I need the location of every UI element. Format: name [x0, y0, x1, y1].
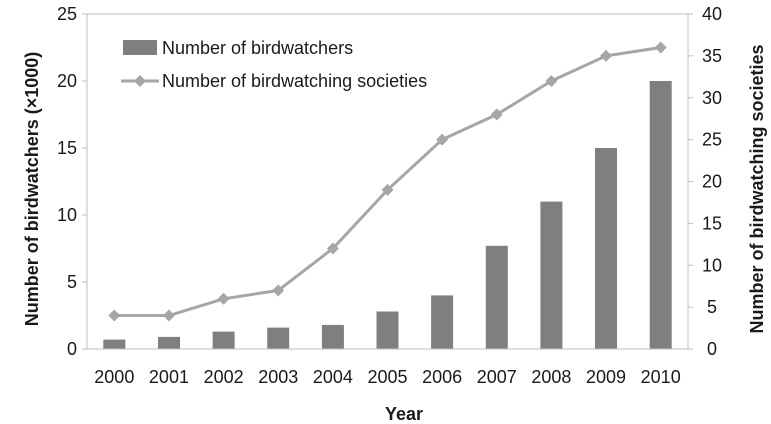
bar-2008 [540, 201, 563, 349]
left-tick-label: 5 [67, 272, 77, 292]
societies-point-2009 [600, 49, 613, 62]
societies-point-2003 [272, 284, 285, 297]
bar-2006 [431, 295, 454, 349]
societies-point-2008 [545, 75, 558, 87]
societies-point-2010 [654, 41, 667, 54]
right-tick-label: 30 [702, 88, 722, 108]
right-tick-label: 15 [702, 213, 722, 233]
left-tick-label: 10 [57, 205, 77, 225]
x-tick-label: 2003 [258, 367, 298, 387]
right-tick-label: 0 [707, 339, 717, 359]
x-tick-label: 2008 [531, 367, 571, 387]
bar-2001 [158, 336, 180, 349]
right-tick-label: 40 [702, 4, 722, 24]
bar-2005 [376, 311, 399, 349]
bar-2003 [267, 327, 290, 349]
societies-point-2000 [108, 309, 121, 322]
left-tick-label: 20 [57, 71, 77, 91]
right-tick-label: 5 [707, 297, 717, 317]
societies-point-2001 [162, 309, 175, 322]
bar-2010 [649, 81, 672, 349]
right-tick-label: 20 [702, 172, 722, 192]
societies-point-2002 [217, 292, 230, 305]
line-series-societies [108, 41, 667, 322]
bar-2002 [212, 331, 235, 349]
x-axis-title: Year [385, 404, 423, 424]
right-tick-label: 10 [702, 255, 722, 275]
societies-point-2004 [326, 242, 339, 255]
left-tick-label: 0 [67, 339, 77, 359]
legend-label-birdwatchers: Number of birdwatchers [162, 38, 353, 58]
right-tick-label: 35 [702, 46, 722, 66]
x-tick-label: 2010 [641, 367, 681, 387]
bar-series-birdwatchers [103, 81, 672, 349]
bar-2004 [321, 324, 344, 349]
x-tick-label: 2005 [367, 367, 407, 387]
left-axis-title: Number of birdwatchers (×1000) [22, 52, 42, 327]
right-tick-label: 25 [702, 130, 722, 150]
right-axis-title: Number of birdwatching societies [747, 44, 767, 333]
x-tick-label: 2009 [586, 367, 626, 387]
legend: Number of birdwatchers Number of birdwat… [121, 38, 427, 91]
x-tick-label: 2001 [149, 367, 189, 387]
legend-swatch-birdwatchers [123, 40, 157, 55]
legend-marker-societies [134, 75, 146, 87]
left-tick-label: 15 [57, 138, 77, 158]
bar-2007 [485, 245, 508, 349]
x-tick-label: 2004 [313, 367, 353, 387]
legend-label-societies: Number of birdwatching societies [162, 71, 427, 91]
bar-2009 [595, 148, 617, 349]
x-tick-label: 2006 [422, 367, 462, 387]
x-tick-label: 2002 [204, 367, 244, 387]
societies-point-2007 [490, 108, 503, 121]
societies-point-2006 [436, 133, 449, 146]
bar-2000 [103, 339, 126, 349]
left-tick-label: 25 [57, 4, 77, 24]
x-tick-label: 2007 [477, 367, 517, 387]
x-tick-label: 2000 [94, 367, 134, 387]
left-axis-ticks: 0 5 10 15 20 25 [57, 4, 87, 359]
right-axis-ticks: 0 5 10 15 20 25 30 35 40 [688, 4, 722, 359]
societies-point-2005 [381, 183, 394, 196]
x-axis-ticks: 2000 2001 2002 2003 2004 2005 2006 2007 2008 2009… [94, 367, 680, 387]
